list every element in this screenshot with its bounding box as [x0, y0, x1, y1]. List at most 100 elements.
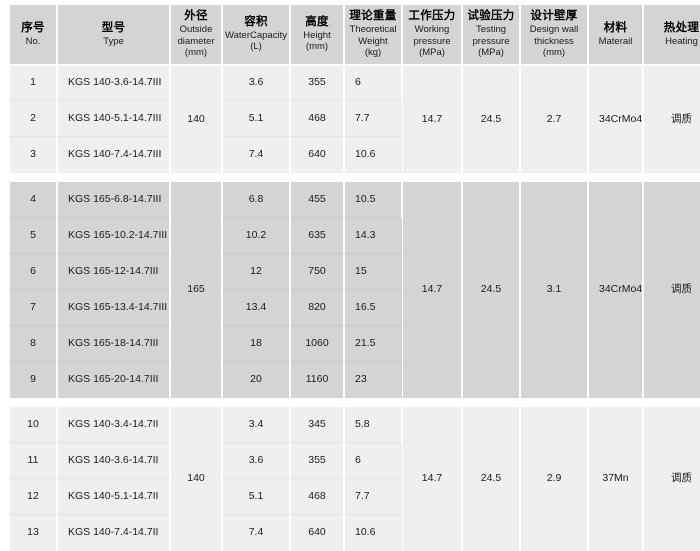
cell-height: 468: [290, 478, 345, 515]
column-header-en-tp-line-3: (MPa): [478, 47, 504, 58]
cell-theoretical-weight: 15: [344, 253, 402, 290]
column-header-cn-no: 序号: [21, 21, 45, 34]
cell-water-capacity: 7.4: [222, 136, 291, 173]
cell-water-capacity: 3.6: [222, 442, 291, 479]
cell-theoretical-weight: 6: [344, 442, 402, 479]
cell-height: 468: [290, 100, 345, 137]
cell-height: 640: [290, 514, 345, 551]
table-row: 10 KGS 140-3.4-14.7II 140 3.4 345 5.8 14.7 24.5…: [10, 406, 700, 551]
cell-type: KGS 140-3.6-14.7II: [57, 442, 171, 479]
cell-theoretical-weight: 16.5: [344, 289, 402, 326]
cell-working-pressure: 14.7: [402, 64, 463, 173]
cell-height: 1060: [290, 325, 345, 362]
table-row: 1 KGS 140-3.6-14.7III 140 3.6 355 6 14.7 24.5 2.…: [10, 64, 700, 173]
column-header-en-mat-line-1: Materail: [598, 35, 633, 47]
cell-height: 345: [290, 406, 345, 443]
cell-type: KGS 140-5.1-14.7II: [57, 478, 171, 515]
cell-water-capacity: 12: [222, 253, 291, 290]
group-separator: [10, 397, 700, 407]
cell-material: 34CrMo4: [588, 64, 644, 173]
column-header-en-heat-line-1: Heating: [665, 35, 698, 47]
cell-water-capacity: 20: [222, 361, 291, 398]
cell-type: KGS 165-20-14.7III: [57, 361, 171, 398]
cell-testing-pressure: 24.5: [462, 64, 521, 173]
table-body: 1 KGS 140-3.6-14.7III 140 3.6 355 6 14.7 24.5 2.…: [10, 64, 700, 551]
cell-height: 820: [290, 289, 345, 326]
cell-water-capacity: 6.8: [222, 181, 291, 218]
column-header-cn-ht: 高度: [305, 15, 329, 28]
cell-theoretical-weight: 10.5: [344, 181, 403, 218]
column-header-cn-od: 外径: [184, 10, 208, 22]
table-row: 11 KGS 140-3.6-14.7II 3.6 355 6: [10, 442, 700, 479]
column-header-en-tp-line-1: Testing: [475, 24, 507, 35]
column-header-en-od-line-3: (mm): [184, 47, 208, 58]
cell-height: 355: [290, 442, 345, 479]
table-row: 4 KGS 165-6.8-14.7III 165 6.8 455 10.5 14.7 24.…: [10, 181, 700, 398]
column-header-wt: 理论重量 Theoretical Weight (kg): [344, 5, 403, 66]
cell-water-capacity: 3.4: [222, 406, 291, 443]
cell-no: 4: [10, 181, 58, 218]
column-header-en-no-line-1: No.: [25, 35, 41, 47]
column-header-en-dwt-line-3: (mm): [542, 47, 566, 58]
cell-water-capacity: 5.1: [222, 100, 291, 137]
column-header-cn-heat: 热处理: [663, 21, 700, 34]
group-separator: [10, 172, 700, 182]
group-separator-cell: [10, 397, 700, 407]
column-header-cn-tp: 试验压力: [467, 10, 515, 22]
column-header-cn-type: 型号: [101, 21, 126, 34]
cell-water-capacity: 10.2: [222, 217, 291, 254]
table-row: 2 KGS 140-5.1-14.7III 5.1 468 7.7: [10, 100, 700, 137]
cell-water-capacity: 7.4: [222, 514, 291, 551]
cell-no: 5: [10, 217, 58, 254]
column-header-od: 外径 Outside diameter (mm): [170, 5, 223, 66]
cell-water-capacity: 13.4: [222, 289, 291, 326]
table-row: 9 KGS 165-20-14.7III 20 1160 23: [10, 361, 700, 398]
column-header-cn-mat: 材料: [603, 21, 628, 34]
column-header-en-od-line-1: Outside: [179, 24, 213, 35]
column-header-tp: 试验压力 Testing pressure (MPa): [462, 5, 521, 66]
cell-heating: 调质: [643, 406, 700, 551]
cell-theoretical-weight: 23: [344, 361, 402, 398]
column-header-en-wt-line-2: Weight: [358, 35, 388, 47]
cell-working-pressure: 14.7: [402, 406, 463, 551]
cell-design-wall-thickness: 2.7: [520, 64, 589, 173]
cell-no: 12: [10, 478, 58, 515]
cell-outside-diameter: 140: [170, 64, 223, 173]
cell-no: 2: [10, 100, 58, 137]
cell-type: KGS 140-3.6-14.7III: [57, 64, 171, 101]
column-header-en-ht-line-2: (mm): [305, 41, 329, 53]
cell-water-capacity: 5.1: [222, 478, 291, 515]
table-row: 8 KGS 165-18-14.7III 18 1060 21.5: [10, 325, 700, 362]
cell-theoretical-weight: 6: [344, 64, 403, 101]
column-header-dwt: 设计壁厚 Design wall thickness (mm): [520, 5, 589, 66]
cell-height: 355: [290, 64, 345, 101]
table-row: 3 KGS 140-7.4-14.7III 7.4 640 10.6: [10, 136, 700, 173]
column-header-heat: 热处理 Heating: [643, 5, 700, 66]
cell-type: KGS 165-18-14.7III: [57, 325, 171, 362]
column-header-cn-wt: 理论重量: [349, 10, 397, 22]
cell-material: 34CrMo4: [588, 181, 644, 398]
cell-theoretical-weight: 7.7: [344, 478, 402, 515]
cell-height: 640: [290, 136, 345, 173]
cell-outside-diameter: 165: [170, 181, 223, 398]
cell-heating: 调质: [643, 64, 700, 173]
cell-water-capacity: 3.6: [222, 64, 291, 101]
cell-type: KGS 140-3.4-14.7II: [57, 406, 171, 443]
column-header-no: 序号 No.: [10, 5, 58, 66]
cell-design-wall-thickness: 3.1: [520, 181, 589, 398]
cell-theoretical-weight: 21.5: [344, 325, 402, 362]
group-separator-cell: [10, 172, 700, 182]
column-header-en-wp-line-2: pressure: [413, 35, 451, 47]
column-header-en-wp-line-1: Working: [414, 24, 450, 35]
cell-theoretical-weight: 10.6: [344, 514, 402, 551]
table-row: 6 KGS 165-12-14.7III 12 750 15: [10, 253, 700, 290]
column-header-cn-vol: 容积: [244, 15, 268, 28]
cell-material: 37Mn: [588, 406, 644, 551]
cell-no: 8: [10, 325, 58, 362]
cell-no: 11: [10, 442, 58, 479]
cell-heating: 调质: [643, 181, 700, 398]
cell-theoretical-weight: 10.6: [344, 136, 402, 173]
column-header-en-tp-line-2: pressure: [472, 35, 510, 47]
cell-no: 13: [10, 514, 58, 551]
cell-no: 9: [10, 361, 58, 398]
